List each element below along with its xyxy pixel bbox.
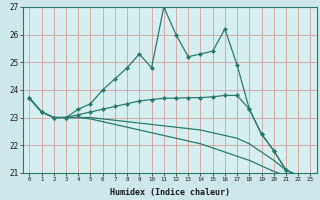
X-axis label: Humidex (Indice chaleur): Humidex (Indice chaleur): [110, 188, 230, 197]
